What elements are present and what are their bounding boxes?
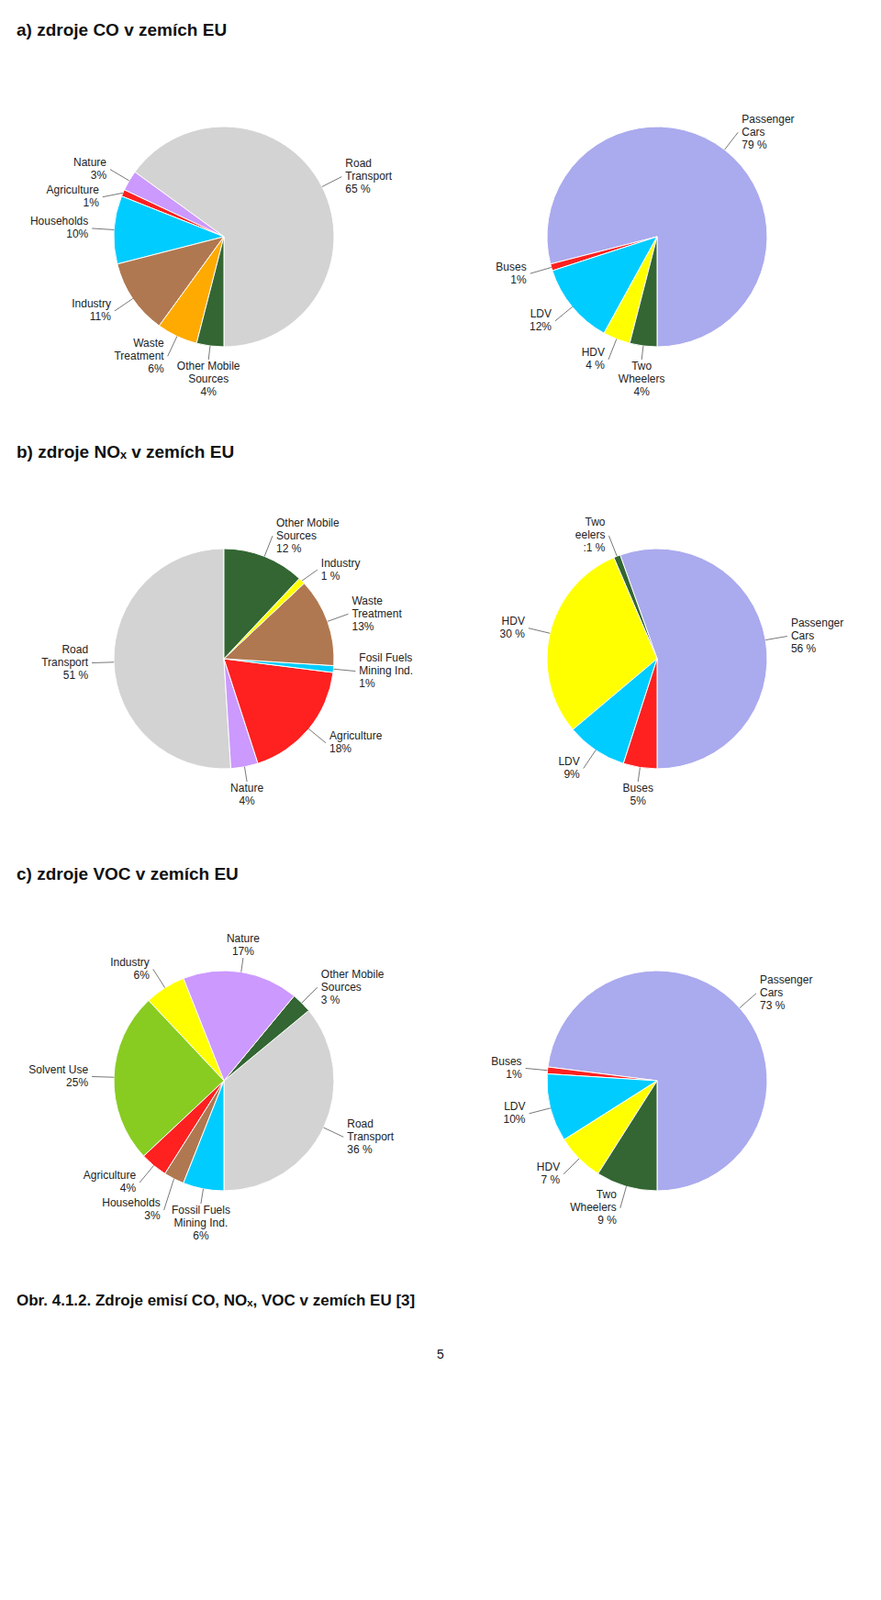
svg-text:HDV4 %: HDV4 % xyxy=(581,345,606,372)
svg-text:RoadTransport36 %: RoadTransport36 % xyxy=(346,1117,395,1157)
svg-text:Nature3%: Nature3% xyxy=(73,156,107,182)
svg-text:Nature4%: Nature4% xyxy=(230,781,264,808)
svg-text:Industry11%: Industry11% xyxy=(71,297,112,324)
svg-text:TwoWheelers9 %: TwoWheelers9 % xyxy=(569,1188,617,1227)
svg-text:Other MobileSources3 %: Other MobileSources3 % xyxy=(321,968,385,1007)
svg-text:HDV7 %: HDV7 % xyxy=(536,1160,561,1187)
svg-text:Households3%: Households3% xyxy=(101,1196,161,1223)
svg-text:Households10%: Households10% xyxy=(30,214,90,241)
svg-text:HDV30 %: HDV30 % xyxy=(500,614,526,641)
svg-text:LDV10%: LDV10% xyxy=(502,1100,525,1127)
svg-text:Agriculture18%: Agriculture18% xyxy=(329,729,383,756)
html-text:5: 5 xyxy=(436,1347,445,1362)
svg-text:LDV12%: LDV12% xyxy=(529,307,552,334)
svg-text:WasteTreatment6%: WasteTreatment6% xyxy=(113,336,165,376)
svg-text:Fosil FuelsMining Ind.1%: Fosil FuelsMining Ind.1% xyxy=(358,651,413,691)
svg-text:WasteTreatment13%: WasteTreatment13% xyxy=(351,594,402,634)
svg-text:PassengerCars73 %: PassengerCars73 % xyxy=(759,973,813,1013)
svg-text:RoadTransport65 %: RoadTransport65 % xyxy=(345,156,393,196)
html-text:a) zdroje CO v zemích EU: a) zdroje CO v zemích EU xyxy=(16,20,227,40)
svg-text:PassengerCars56 %: PassengerCars56 % xyxy=(791,616,844,656)
svg-text:Other MobileSources4%: Other MobileSources4% xyxy=(177,359,241,399)
svg-text:Buses1%: Buses1% xyxy=(490,1055,523,1082)
svg-text:RoadTransport51 %: RoadTransport51 % xyxy=(41,643,90,682)
svg-text:TwoWheelers4%: TwoWheelers4% xyxy=(618,359,666,399)
svg-text:Agriculture4%: Agriculture4% xyxy=(83,1169,137,1195)
svg-text:PassengerCars79 %: PassengerCars79 % xyxy=(741,112,794,152)
html-text:Obr. 4.1.2. Zdroje emisí CO, N: Obr. 4.1.2. Zdroje emisí CO, NOₓ, VOC v … xyxy=(16,1292,415,1310)
svg-text:Twoeelers:1 %: Twoeelers:1 % xyxy=(575,515,606,555)
svg-text:Industry1 %: Industry1 % xyxy=(321,557,361,583)
svg-text:Buses5%: Buses5% xyxy=(623,781,654,808)
svg-text:Agriculture1%: Agriculture1% xyxy=(45,183,100,210)
svg-text:Buses1%: Buses1% xyxy=(495,260,527,287)
svg-text:Nature17%: Nature17% xyxy=(226,932,260,959)
svg-text:Industry6%: Industry6% xyxy=(110,956,150,982)
svg-text:LDV9%: LDV9% xyxy=(557,755,580,781)
svg-text:Solvent Use25%: Solvent Use25% xyxy=(28,1063,89,1090)
svg-text:Other MobileSources12 %: Other MobileSources12 % xyxy=(276,516,340,556)
svg-text:Fossil FuelsMining Ind.6%: Fossil FuelsMining Ind.6% xyxy=(171,1204,231,1243)
html-text:c) zdroje VOC v zemích EU: c) zdroje VOC v zemích EU xyxy=(16,864,239,884)
html-text:b) zdroje NOₓ v zemích EU: b) zdroje NOₓ v zemích EU xyxy=(16,442,235,462)
